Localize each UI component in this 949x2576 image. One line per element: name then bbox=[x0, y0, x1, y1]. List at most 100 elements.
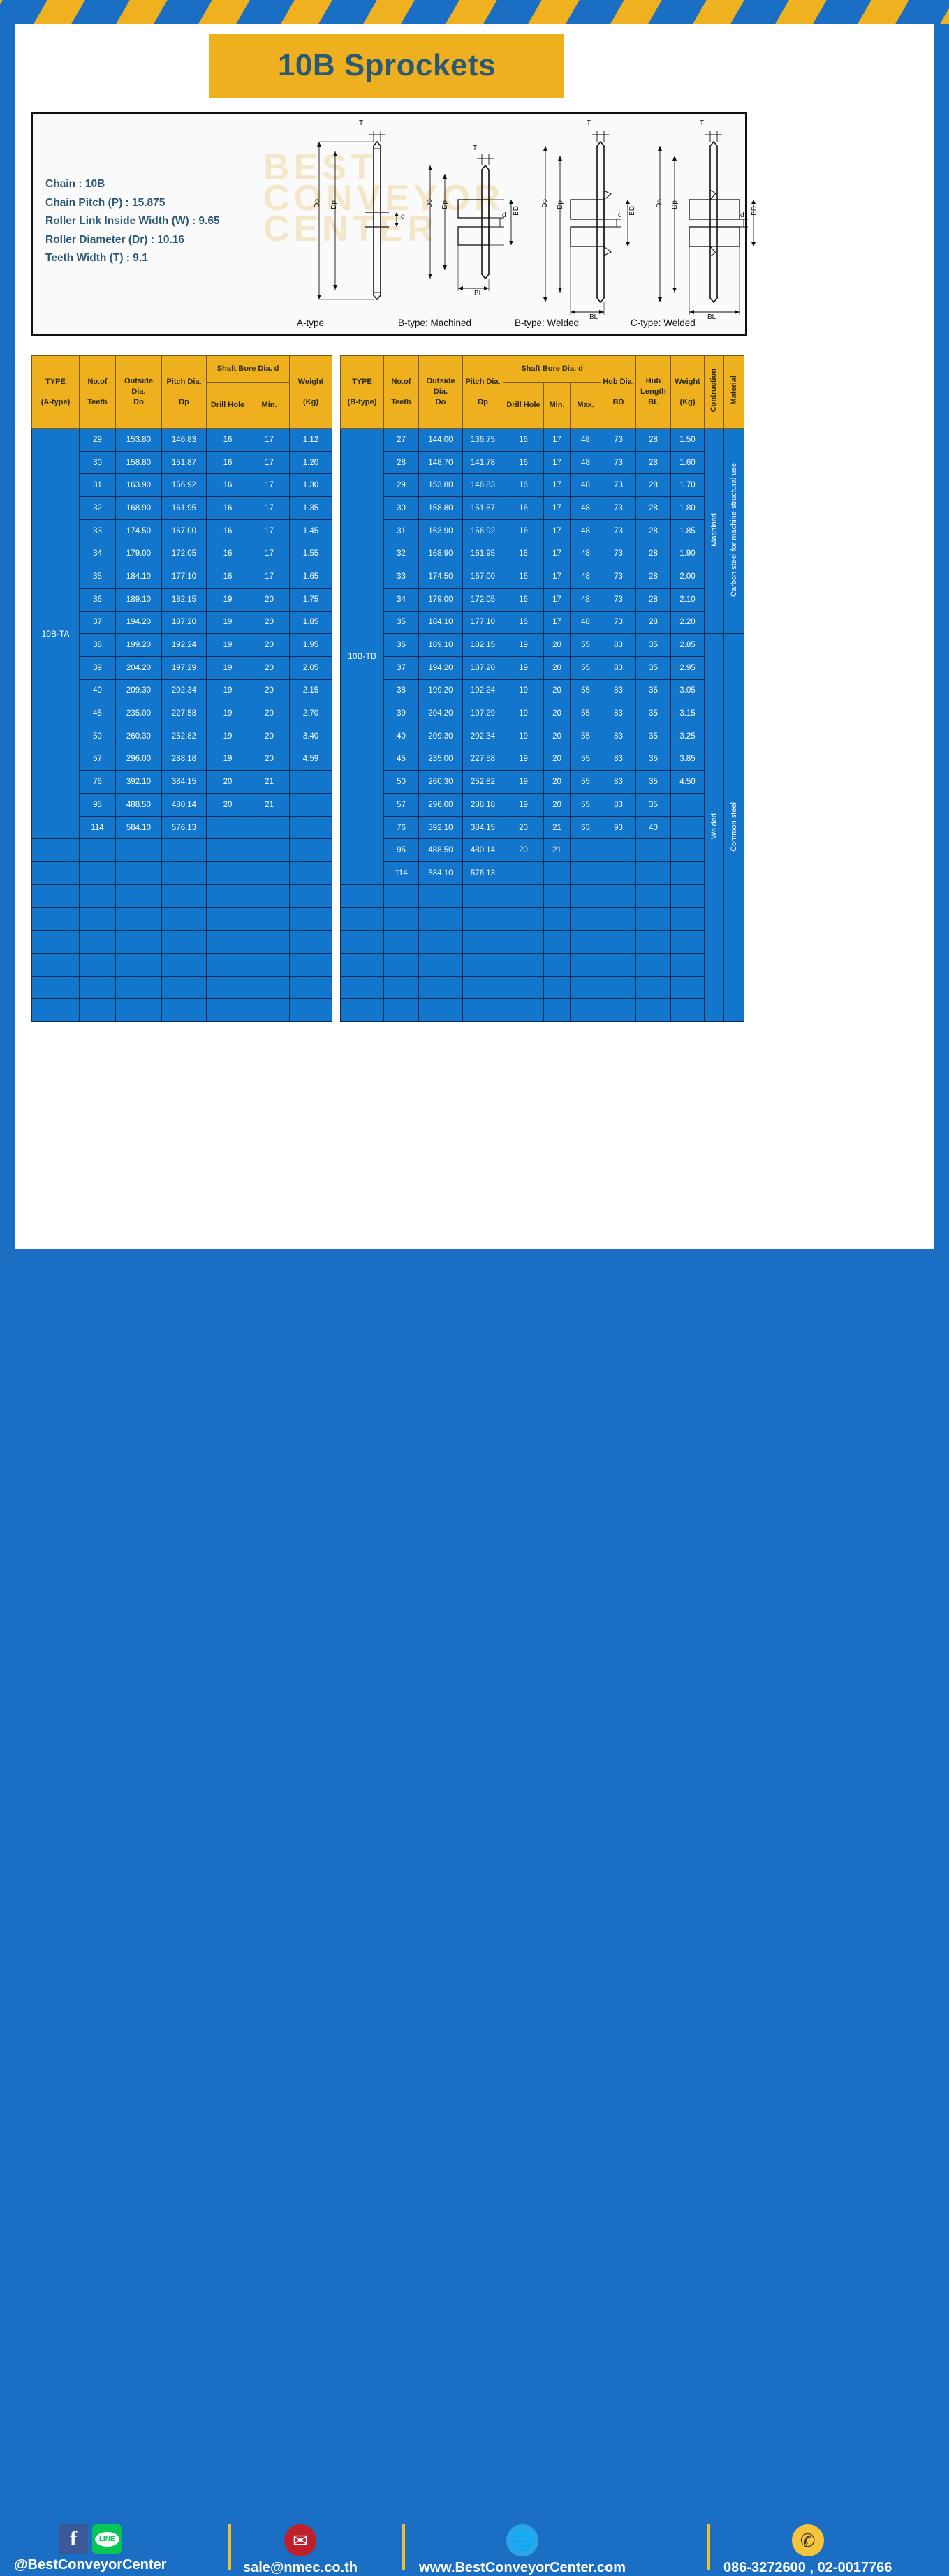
table-row: 114 584.10 576.13 bbox=[341, 861, 744, 885]
cell-b-r10-c5: 55 bbox=[570, 656, 601, 680]
cell-a-r18-c5 bbox=[289, 838, 332, 863]
dim-label-do-a: Do bbox=[314, 199, 321, 208]
cell-b-r21-c0 bbox=[383, 907, 419, 931]
th-a-teeth-sub: Teeth bbox=[87, 397, 108, 406]
cell-b-r12-c1: 204.20 bbox=[418, 702, 463, 725]
cell-b-r16-c8 bbox=[670, 793, 705, 817]
cell-a-r7-c5: 1.75 bbox=[289, 587, 332, 612]
cell-b-r12-c4: 20 bbox=[543, 702, 571, 725]
phone-icon[interactable]: ✆ bbox=[791, 2524, 824, 2556]
cell-b-r13-c1: 209.30 bbox=[418, 724, 463, 748]
cell-b-type-empty bbox=[340, 884, 384, 908]
cell-b-r13-c8: 3.25 bbox=[670, 724, 705, 748]
table-row: 38 199.20 192.24 19 20 1.95 bbox=[32, 633, 332, 657]
cell-b-r17-c0: 76 bbox=[383, 815, 419, 840]
cell-b-r15-c6: 83 bbox=[601, 770, 636, 794]
cell-b-r1-c5: 48 bbox=[570, 450, 601, 475]
cell-b-r8-c8: 2.20 bbox=[670, 610, 705, 635]
cell-b-r9-c4: 20 bbox=[543, 633, 571, 657]
cell-b-r3-c0: 30 bbox=[383, 496, 419, 520]
cell-a-r9-c2: 192.24 bbox=[161, 633, 207, 657]
table-row bbox=[31, 861, 332, 885]
cell-b-r9-c6: 83 bbox=[601, 633, 636, 657]
cell-b-r17-c7: 40 bbox=[635, 815, 671, 840]
line-icon[interactable]: LINE bbox=[92, 2524, 122, 2554]
cell-b-r15-c1: 260.30 bbox=[418, 770, 463, 794]
diagram-c-welded bbox=[658, 131, 756, 315]
th-a-min: Min. bbox=[249, 382, 290, 429]
cell-a-r5-c5: 1.55 bbox=[289, 542, 332, 566]
chevron bbox=[690, 0, 747, 24]
cell-b-r9-c0: 36 bbox=[383, 633, 419, 657]
table-row: 32 168.90 161.95 16 17 48 73 28 1.90 bbox=[341, 542, 744, 566]
cell-b-r11-c1: 199.20 bbox=[418, 679, 463, 703]
cell-b-r0-c0: 27 bbox=[383, 428, 419, 452]
table-row bbox=[340, 884, 744, 908]
cell-b-r4-c5: 48 bbox=[570, 519, 601, 543]
cell-a-r8-c2: 187.20 bbox=[161, 610, 207, 635]
cell-b-r4-c8: 1.85 bbox=[670, 519, 705, 543]
cell-a-r8-c3: 19 bbox=[206, 610, 249, 635]
th-a-pitch-dia: Pitch Dia. Dp bbox=[161, 355, 207, 429]
cell-a-r10-c4: 20 bbox=[249, 656, 290, 680]
caption-c-welded: C-type: Welded bbox=[631, 318, 696, 328]
cell-b-r4-c6: 73 bbox=[601, 519, 636, 543]
table-row bbox=[31, 884, 332, 908]
cell-b-r13-c0: 40 bbox=[383, 724, 419, 748]
table-row: 30 158.80 151.87 16 17 1.20 bbox=[32, 450, 332, 475]
table-row: 38 199.20 192.24 19 20 55 83 35 3.05 bbox=[341, 679, 744, 703]
diagram-a-type bbox=[317, 131, 399, 301]
footer-facebook[interactable]: f LINE @BestConveyorCenter bbox=[14, 2524, 166, 2573]
cell-b-r25-c5 bbox=[570, 998, 601, 1022]
cell-a-r18-c1 bbox=[115, 838, 162, 863]
th-b-type: TYPE (B-type) bbox=[340, 355, 384, 429]
facebook-icon[interactable]: f bbox=[59, 2524, 89, 2554]
cell-a-r23-c5 bbox=[289, 952, 332, 977]
cell-a-r13-c1: 260.30 bbox=[115, 724, 162, 748]
cell-b-r16-c7: 35 bbox=[635, 793, 671, 817]
cell-b-r24-c3 bbox=[503, 975, 544, 1000]
th-b-construction-text: Contruction bbox=[709, 368, 718, 413]
cell-b-r1-c2: 141.78 bbox=[462, 450, 503, 475]
cell-a-r2-c2: 156.92 bbox=[161, 473, 207, 498]
cell-b-r0-c1: 144.00 bbox=[418, 428, 463, 452]
cell-a-r19-c4 bbox=[249, 861, 290, 885]
table-row: 28 148.70 141.78 16 17 48 73 28 1.60 bbox=[341, 450, 744, 475]
cell-a-r21-c3 bbox=[206, 907, 249, 931]
cell-a-r25-c5 bbox=[289, 998, 332, 1022]
cell-b-r2-c5: 48 bbox=[570, 473, 601, 498]
cell-b-type-empty bbox=[340, 952, 384, 977]
construction-machined-text: Machined bbox=[709, 513, 719, 547]
cell-a-r25-c1 bbox=[115, 998, 162, 1022]
cell-b-r16-c2: 288.18 bbox=[462, 793, 503, 817]
globe-icon[interactable]: 🌐 bbox=[506, 2524, 538, 2556]
email-icon[interactable]: ✉ bbox=[284, 2524, 316, 2556]
cell-b-r7-c0: 34 bbox=[383, 587, 419, 612]
table-row: 37 194.20 187.20 19 20 55 83 35 2.95 bbox=[341, 656, 744, 680]
cell-a-r11-c4: 20 bbox=[249, 679, 290, 703]
table-row bbox=[31, 930, 332, 954]
cell-a-r18-c4 bbox=[249, 838, 290, 863]
cell-b-r1-c0: 28 bbox=[383, 450, 419, 475]
footer-website[interactable]: 🌐 www.BestConveyorCenter.com bbox=[419, 2524, 626, 2576]
cell-b-r14-c8: 3.85 bbox=[670, 747, 705, 771]
cell-a-r16-c2: 480.14 bbox=[161, 793, 207, 817]
cell-a-r18-c2 bbox=[161, 838, 207, 863]
cell-b-r21-c1 bbox=[418, 907, 463, 931]
cell-b-r3-c3: 16 bbox=[503, 496, 544, 520]
dim-label-dp-c: Dp bbox=[671, 200, 679, 209]
table-b-header-row-2: Drill Hole Min. Max. bbox=[341, 382, 744, 429]
th-b-hublen-main: Hub bbox=[645, 377, 661, 385]
dim-label-t-b2: T bbox=[587, 119, 591, 127]
cell-a-type-empty bbox=[31, 998, 80, 1022]
page-title-text: 10B Sprockets bbox=[277, 48, 496, 82]
cell-b-r16-c3: 19 bbox=[503, 793, 544, 817]
cell-a-r19-c1 bbox=[115, 861, 162, 885]
cell-a-r10-c5: 2.05 bbox=[289, 656, 332, 680]
cell-a-r3-c1: 168.90 bbox=[115, 496, 162, 520]
footer-phone[interactable]: ✆ 086-3272600 , 02-0017766 bbox=[723, 2524, 892, 2576]
cell-b-r2-c8: 1.70 bbox=[670, 473, 705, 498]
dim-label-do-b2: Do bbox=[541, 199, 549, 208]
footer-email[interactable]: ✉ sale@nmec.co.th bbox=[243, 2524, 358, 2576]
